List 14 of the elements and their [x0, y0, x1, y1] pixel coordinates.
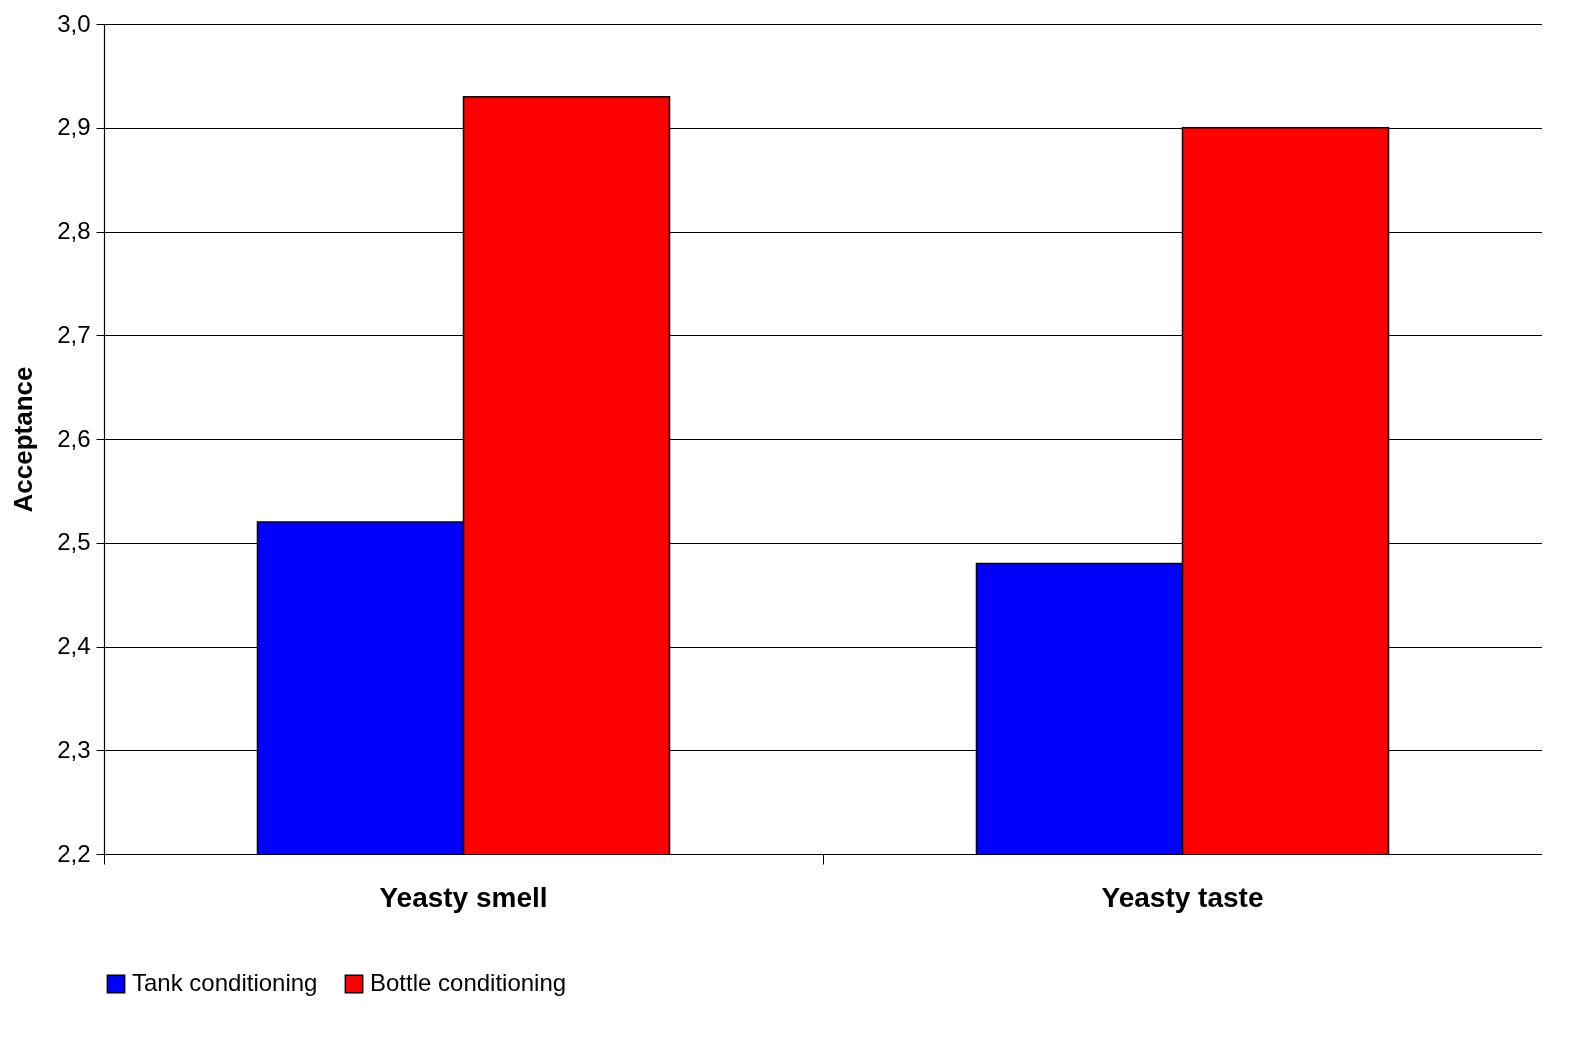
y-tick-label: 2,5 — [57, 528, 91, 556]
x-tick-label: Yeasty smell — [379, 881, 548, 913]
y-tick-label: 2,7 — [57, 320, 91, 348]
legend-label: Tank conditioning — [132, 969, 318, 996]
y-axis-title: Acceptance — [8, 366, 39, 513]
y-tick-label: 2,9 — [57, 113, 91, 141]
y-tick-label: 2,2 — [57, 839, 91, 867]
y-tick-label: 2,6 — [57, 424, 91, 452]
y-tick-label: 2,4 — [57, 632, 91, 659]
y-tick-label: 3,0 — [57, 9, 91, 37]
y-tick-label: 2,3 — [57, 735, 91, 763]
y-tick-label: 2,8 — [57, 217, 91, 244]
x-tick-label: Yeasty taste — [1101, 881, 1264, 913]
legend-label: Bottle conditioning — [370, 969, 567, 996]
